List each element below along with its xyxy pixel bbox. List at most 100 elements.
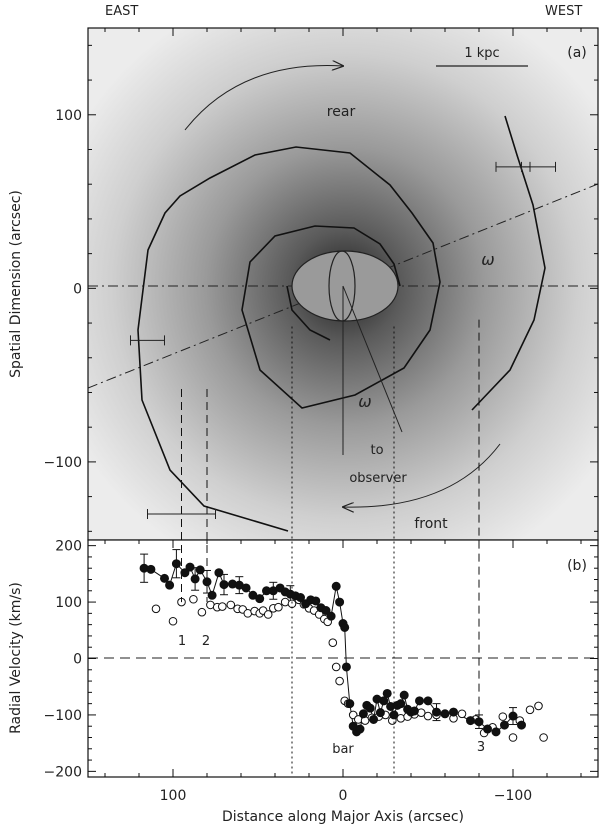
open-point <box>498 712 508 721</box>
cross-panel-lines <box>181 319 480 777</box>
point-label-2: 2 <box>202 634 210 649</box>
filled-point <box>165 580 175 590</box>
rotation-arrow-bottom <box>343 443 501 507</box>
panel-b-ytick-label: −200 <box>44 764 82 780</box>
panel-b-label: (b) <box>567 558 587 574</box>
filled-point <box>389 710 399 720</box>
filled-point <box>491 727 501 737</box>
filled-point <box>449 707 458 717</box>
filled-point <box>160 573 169 583</box>
bar-ellipse <box>328 250 356 322</box>
open-point <box>539 733 548 742</box>
filled-point <box>241 583 251 593</box>
filled-point <box>326 611 336 621</box>
panel-b-ytick-label: −100 <box>44 708 82 724</box>
filled-point <box>500 720 509 730</box>
panel-b-xtick-label: 100 <box>160 788 187 804</box>
filled-point <box>331 581 341 591</box>
filled-point <box>345 699 355 709</box>
filled-point <box>440 709 450 719</box>
open-point <box>189 594 198 604</box>
filled-point <box>255 594 265 604</box>
open-point <box>151 604 161 614</box>
panel-a-ytick-label: 100 <box>55 108 82 124</box>
open-point <box>457 709 467 719</box>
filled-point <box>311 596 321 606</box>
panel-a-ytick-label: −100 <box>44 455 82 471</box>
filled-point <box>341 662 351 672</box>
filled-point <box>335 597 345 607</box>
panel-b-ytick-label: 100 <box>55 595 82 611</box>
filled-point <box>415 696 424 706</box>
panel-a-ticks: 100 0 −100 <box>44 28 598 532</box>
filled-point <box>466 716 475 726</box>
open-point <box>525 705 535 715</box>
front-label: front <box>414 516 448 532</box>
scale-bar-label: 1 kpc <box>464 46 499 61</box>
panel-b-ytick-label: 200 <box>55 539 82 555</box>
omega-label-right: ω <box>481 250 494 269</box>
rotation-arrow-top <box>184 66 343 131</box>
open-point <box>335 676 344 686</box>
panel-b-xlabel: Distance along Major Axis (arcsec) <box>222 809 464 825</box>
filled-point <box>432 707 441 717</box>
open-point <box>218 602 227 611</box>
filled-point <box>180 568 190 578</box>
panel-b-ticks: 200 100 0 −100 −200 100 0 −100 <box>44 539 598 804</box>
filled-point <box>219 580 229 590</box>
filled-point <box>340 622 350 632</box>
filled-point <box>517 720 526 730</box>
filled-point <box>375 708 385 718</box>
filled-point <box>399 690 409 700</box>
open-point <box>328 638 338 648</box>
filled-point <box>195 565 205 575</box>
panel-b-xtick-label: 0 <box>339 788 348 804</box>
open-point <box>534 701 543 711</box>
panel-b-xtick-label: −100 <box>494 788 532 804</box>
east-label: EAST <box>105 4 138 19</box>
rear-label: rear <box>327 104 356 120</box>
filled-point <box>396 699 406 709</box>
filled-point <box>382 688 392 698</box>
filled-point <box>358 709 368 719</box>
filled-point <box>409 706 419 716</box>
observer-label: observer <box>349 471 407 486</box>
spiral-arm-outer <box>137 146 441 532</box>
central-bulge <box>291 250 399 322</box>
panel-b: 200 100 0 −100 −200 100 0 −100 (b) 1 2 bar 3 Ra… <box>8 539 599 825</box>
open-point <box>263 610 273 619</box>
open-point <box>274 602 283 612</box>
open-point <box>331 662 341 672</box>
omega-label-center: ω <box>358 392 371 411</box>
bar-label: bar <box>332 742 354 757</box>
bar-hook <box>286 285 331 341</box>
point-label-3: 3 <box>477 740 485 755</box>
panel-b-ylabel: Radial Velocity (km/s) <box>8 582 24 734</box>
filled-point <box>483 724 492 734</box>
open-point <box>287 599 297 609</box>
velocity-series <box>139 549 548 742</box>
filled-point <box>146 564 156 574</box>
filled-point <box>508 711 518 721</box>
filled-point <box>214 568 224 578</box>
filled-point <box>423 696 433 706</box>
panel-a-label: (a) <box>567 45 587 61</box>
filled-point <box>355 724 365 734</box>
open-point <box>168 616 178 626</box>
west-label: WEST <box>545 4 582 19</box>
open-point <box>508 733 518 742</box>
filled-point <box>321 606 331 616</box>
open-point <box>197 607 207 617</box>
panel-a: 1 kpc (a) rear front to observer ω ω 100… <box>8 27 599 541</box>
filled-point <box>190 574 200 584</box>
filled-point <box>379 696 389 706</box>
open-point <box>226 600 236 610</box>
point-label-1: 1 <box>178 634 186 649</box>
to-label: to <box>370 443 383 458</box>
open-point <box>423 711 433 721</box>
filled-point <box>296 593 305 603</box>
panel-a-ytick-label: 0 <box>73 281 82 297</box>
filled-point <box>185 562 195 572</box>
filled-point <box>207 590 217 600</box>
